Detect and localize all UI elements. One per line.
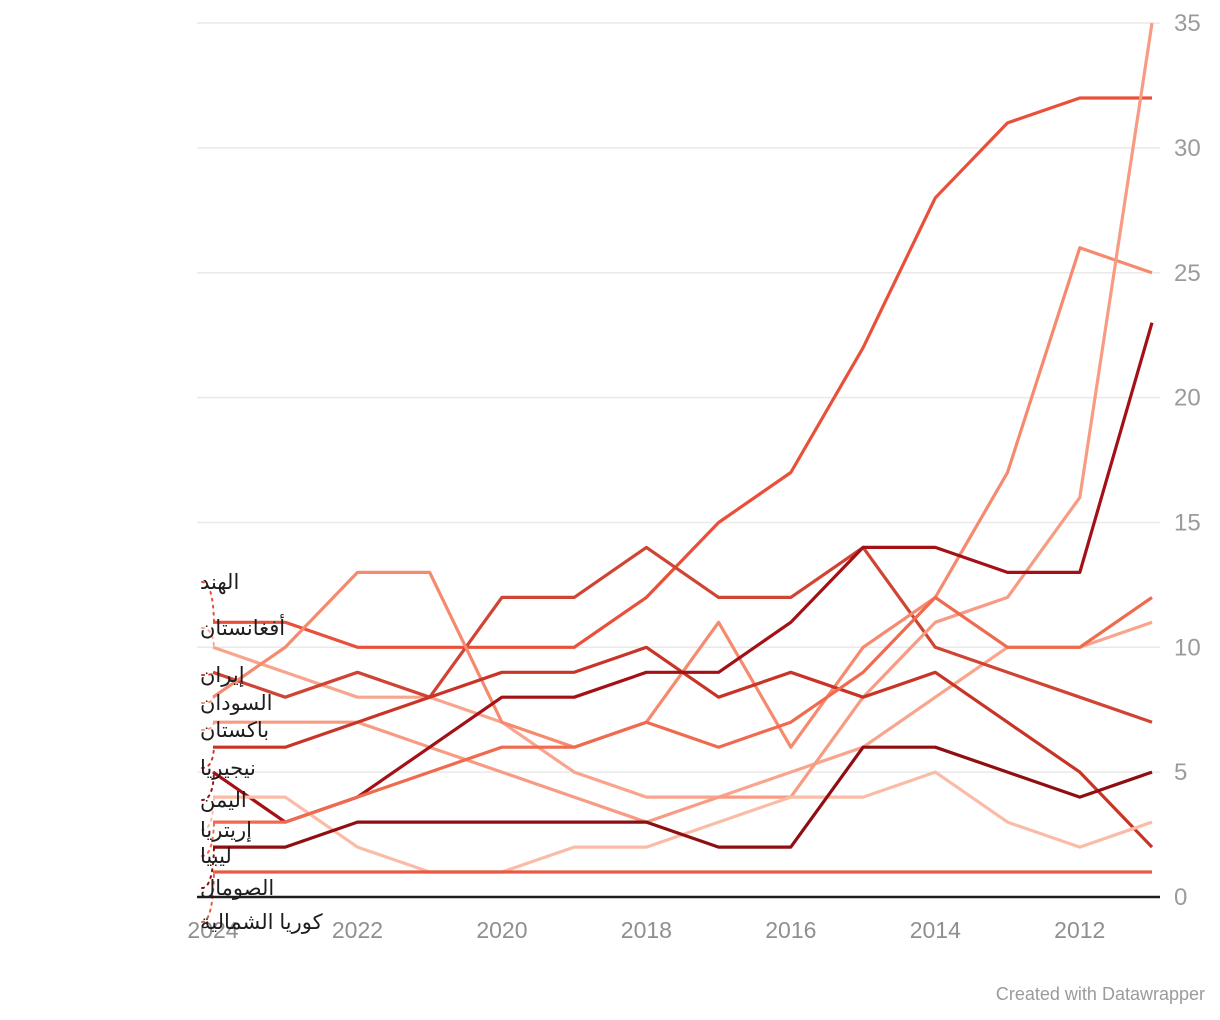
country-label-iran: إيران <box>200 664 245 688</box>
label-leader-iran <box>201 671 215 676</box>
series-line-somalia <box>213 745 1153 849</box>
country-label-eritrea: إريتريا <box>200 819 252 843</box>
y-tick-30: 30 <box>1174 135 1201 162</box>
y-tick-15: 15 <box>1174 509 1201 536</box>
country-label-somalia: الصومال <box>200 877 274 900</box>
x-axis-labels: 2024 2022 2020 2018 2016 2014 2012 <box>187 917 1105 943</box>
country-label-sudan: السودان <box>200 692 272 715</box>
series-line-india <box>213 96 1152 649</box>
series-line-iran <box>212 545 1153 724</box>
country-label-yemen: اليمن <box>200 789 247 812</box>
series-lines <box>212 22 1154 874</box>
series-line-afghanistan <box>212 620 1153 799</box>
y-tick-5: 5 <box>1174 759 1187 786</box>
label-leader-yemen <box>201 771 215 801</box>
country-label-north-korea: كوريا الشمالية <box>200 911 323 934</box>
label-leader-somalia <box>201 846 215 889</box>
label-leader-nigeria <box>201 746 215 769</box>
label-leader-north-korea <box>201 871 215 923</box>
label-leader-sudan <box>201 696 215 704</box>
series-line-nigeria <box>213 645 1154 849</box>
y-tick-20: 20 <box>1174 385 1201 412</box>
x-tick-2018: 2018 <box>621 917 672 943</box>
series-line-pakistan <box>213 22 1154 824</box>
label-leader-libya <box>201 821 215 857</box>
x-tick-2016: 2016 <box>765 917 816 943</box>
y-tick-25: 25 <box>1174 260 1201 287</box>
series-line-libya <box>213 595 1153 824</box>
country-labels: الهند أفغانستان إيران السودان باكستان نيجيريا… <box>200 571 323 934</box>
gridlines <box>197 22 1160 773</box>
y-tick-10: 10 <box>1174 634 1201 661</box>
datawrapper-watermark: Created with Datawrapper <box>995 984 1205 1004</box>
country-label-libya: ليبيا <box>200 845 232 868</box>
x-tick-2022: 2022 <box>332 917 383 943</box>
x-tick-2014: 2014 <box>910 917 961 943</box>
label-leader-pakistan <box>201 721 215 731</box>
country-label-india: الهند <box>200 571 239 594</box>
label-leader-india <box>201 581 215 624</box>
country-label-pakistan: باكستان <box>200 719 269 742</box>
series-line-yemen <box>212 322 1154 824</box>
x-tick-2020: 2020 <box>476 917 527 943</box>
label-leader-eritrea <box>201 796 215 831</box>
country-label-afghanistan: أفغانستان <box>200 614 285 640</box>
y-tick-35: 35 <box>1174 10 1201 37</box>
x-tick-2024: 2024 <box>187 917 238 943</box>
label-leader-lines <box>201 581 215 923</box>
label-leader-afghanistan <box>201 627 215 649</box>
x-tick-2012: 2012 <box>1054 917 1105 943</box>
y-tick-0: 0 <box>1174 884 1187 911</box>
y-axis-labels: 0 5 10 15 20 25 30 35 <box>1174 10 1201 911</box>
country-label-nigeria: نيجيريا <box>200 757 256 780</box>
